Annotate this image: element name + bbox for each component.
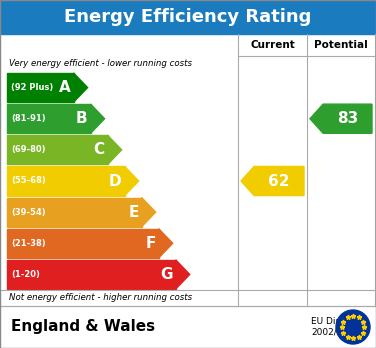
Text: Potential: Potential [314, 40, 368, 50]
Text: (21-38): (21-38) [11, 239, 45, 248]
Polygon shape [310, 104, 372, 133]
Text: E: E [128, 205, 139, 220]
Text: (92 Plus): (92 Plus) [11, 83, 53, 92]
Text: EU Directive: EU Directive [311, 317, 367, 326]
Text: F: F [145, 236, 156, 251]
Text: A: A [59, 80, 71, 95]
Bar [7, 260, 176, 289]
Text: England & Wales: England & Wales [11, 319, 155, 334]
Text: C: C [94, 142, 105, 157]
Text: G: G [160, 267, 173, 282]
Text: (69-80): (69-80) [11, 145, 45, 155]
Text: (81-91): (81-91) [11, 114, 45, 123]
Polygon shape [142, 198, 156, 227]
Text: 62: 62 [268, 174, 290, 189]
Polygon shape [125, 166, 139, 196]
Text: (55-68): (55-68) [11, 176, 46, 185]
Bar [7, 166, 125, 196]
Bar [7, 104, 91, 133]
Text: (1-20): (1-20) [11, 270, 40, 279]
Text: Not energy efficient - higher running costs: Not energy efficient - higher running co… [9, 293, 192, 302]
Bar [0, 0, 376, 34]
Text: D: D [109, 174, 122, 189]
Bar [7, 229, 159, 258]
Polygon shape [91, 104, 105, 133]
Bar [7, 73, 74, 102]
Text: (39-54): (39-54) [11, 208, 45, 217]
Text: 83: 83 [337, 111, 358, 126]
Polygon shape [74, 73, 88, 102]
Bar [7, 135, 108, 164]
Polygon shape [159, 229, 173, 258]
Bar [7, 198, 142, 227]
Circle shape [336, 310, 370, 344]
Text: B: B [76, 111, 88, 126]
Polygon shape [241, 166, 304, 196]
Text: Energy Efficiency Rating: Energy Efficiency Rating [64, 8, 312, 26]
Polygon shape [108, 135, 121, 164]
Text: Current: Current [250, 40, 295, 50]
Text: Very energy efficient - lower running costs: Very energy efficient - lower running co… [9, 60, 192, 69]
Text: 2002/91/EC: 2002/91/EC [311, 327, 363, 337]
Polygon shape [176, 260, 190, 289]
